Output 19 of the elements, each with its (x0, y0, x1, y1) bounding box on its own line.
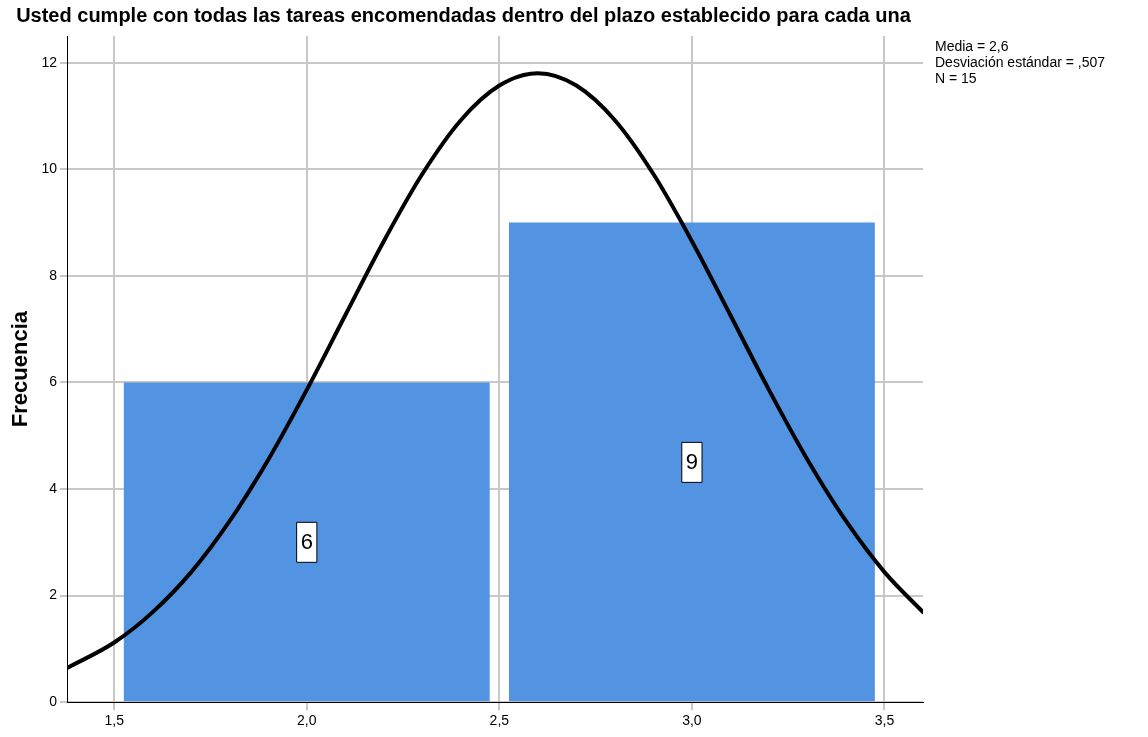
y-tick-label: 10 (41, 160, 58, 177)
data-label: 9 (685, 449, 699, 475)
y-tick-label: 6 (49, 373, 58, 390)
text: N = 15 (935, 69, 977, 86)
x-tick-label: 3,0 (682, 712, 702, 729)
data-label: 6 (300, 529, 313, 555)
y-axis-title: Frecuencia (7, 310, 33, 428)
y-tick-label: 12 (41, 53, 58, 70)
x-tick-label: 3,5 (874, 712, 895, 729)
chart-title: Usted cumple con todas las tareas encomendadas dentro del plazo establecido para cada una (16, 3, 912, 26)
x-tick-label: 2,0 (297, 712, 317, 729)
x-tick-label: 2,5 (489, 712, 510, 729)
y-tick-label: 8 (49, 266, 58, 283)
x-tick-label: 1,5 (104, 712, 125, 729)
y-tick-label: 4 (49, 479, 58, 496)
text: Media = 2,6 (935, 37, 1009, 54)
text: Desviación estándar = ,507 (935, 53, 1106, 70)
y-tick-label: 2 (49, 586, 58, 603)
y-tick-label: 0 (49, 693, 58, 710)
